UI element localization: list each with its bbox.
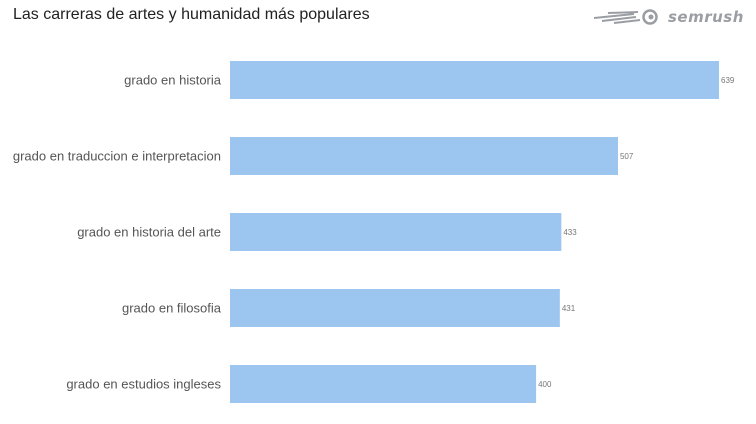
data-label: 507 [620, 152, 634, 161]
data-label: 433 [563, 228, 577, 237]
category-label: grado en traduccion e interpretacion [13, 149, 221, 164]
semrush-wordmark: semrush [668, 8, 744, 26]
bar [230, 61, 719, 99]
data-label: 431 [562, 304, 576, 313]
data-label: 639 [721, 76, 735, 85]
data-label: 400 [538, 380, 552, 389]
category-label: grado en historia [124, 73, 222, 88]
bar [230, 213, 562, 251]
chart-title: Las carreras de artes y humanidad más po… [13, 6, 370, 23]
category-label: grado en estudios ingleses [66, 377, 221, 392]
category-label: grado en filosofia [122, 301, 222, 316]
bar [230, 137, 618, 175]
semrush-fireball-icon [594, 9, 658, 25]
category-label: grado en historia del arte [77, 225, 221, 240]
bar [230, 365, 537, 403]
semrush-logo: semrush [594, 8, 744, 26]
bar [230, 289, 560, 327]
